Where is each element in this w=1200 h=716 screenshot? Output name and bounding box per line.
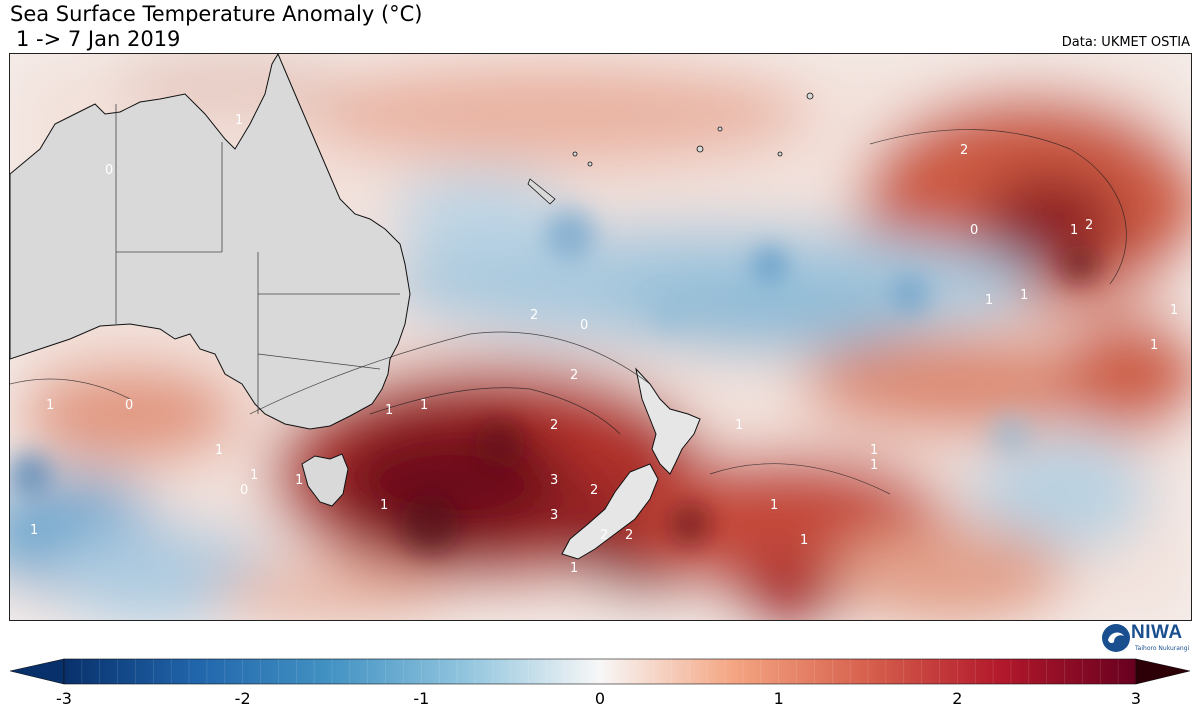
logo-tagline: Taihoro Nukurangi xyxy=(1135,645,1190,652)
contour-label: 2 xyxy=(600,528,608,543)
contour-label: 1 xyxy=(870,458,878,473)
colorbar xyxy=(9,658,1191,685)
contour-label: 2 xyxy=(1085,218,1093,233)
contour-label: 2 xyxy=(590,483,598,498)
chart-title: Sea Surface Temperature Anomaly (°C) xyxy=(10,2,423,26)
contour-label: 2 xyxy=(530,308,538,323)
data-source: Data: UKMET OSTIA xyxy=(1061,35,1190,50)
contour-label: 1 xyxy=(30,523,38,538)
niwa-logo-icon xyxy=(1102,624,1130,652)
contour-label: 1 xyxy=(1020,288,1028,303)
colorbar-tick-label: 2 xyxy=(952,689,963,708)
contour-label: 2 xyxy=(960,143,968,158)
tasmania-landmass xyxy=(301,453,349,507)
logo-wordmark: NIWA xyxy=(1131,622,1183,643)
contour-label: 0 xyxy=(970,223,978,238)
pacific-islands xyxy=(527,92,814,205)
contour-label: 0 xyxy=(580,318,588,333)
contour-label: 1 xyxy=(570,561,578,576)
colorbar-tick-label: -1 xyxy=(413,689,430,708)
contour-label: 1 xyxy=(380,498,388,513)
anomaly-detail xyxy=(10,209,1100,554)
date-range: 1 -> 7 Jan 2019 xyxy=(16,27,181,51)
contour-label: 1 xyxy=(735,418,743,433)
colorbar-min-arrow xyxy=(9,658,65,685)
colorbar-tick-label: -2 xyxy=(234,689,251,708)
contour-label: 0 xyxy=(240,483,248,498)
colorbar-tick-label: 3 xyxy=(1130,689,1142,708)
colorbar-tick-label: 0 xyxy=(594,689,606,708)
contour-label: 1 xyxy=(385,403,393,418)
contour-lines xyxy=(10,129,1127,495)
nz-south-island xyxy=(561,463,659,560)
colorbar-max-arrow xyxy=(1135,658,1191,685)
contour-label: 1 xyxy=(770,498,778,513)
contour-label: 3 xyxy=(550,508,558,523)
state-borders xyxy=(115,104,400,414)
contour-label: 2 xyxy=(570,368,578,383)
contour-label: 1 xyxy=(870,443,878,458)
contour-label: 2 xyxy=(550,418,558,433)
contour-label: 0 xyxy=(105,163,113,178)
contour-label: 2 xyxy=(625,528,633,543)
nz-north-island xyxy=(635,367,701,475)
colorbar-bar xyxy=(63,658,1137,685)
contour-label: 1 xyxy=(1170,303,1178,318)
contour-label: 1 xyxy=(46,398,54,413)
contour-label: 3 xyxy=(550,473,558,488)
contour-label: 0 xyxy=(125,398,133,413)
contour-label: 1 xyxy=(1070,223,1078,238)
contour-label: 1 xyxy=(250,468,258,483)
contour-label: 1 xyxy=(1150,338,1158,353)
australia-landmass xyxy=(10,54,411,430)
contour-label: 1 xyxy=(800,533,808,548)
contour-label: 1 xyxy=(235,113,243,128)
contour-label: 1 xyxy=(295,473,303,488)
contour-label: 1 xyxy=(420,398,428,413)
contour-label: 1 xyxy=(215,443,223,458)
colorbar-tick-label: 1 xyxy=(773,689,784,708)
contour-label: 1 xyxy=(985,293,993,308)
colorbar-tick-label: -3 xyxy=(56,689,72,708)
